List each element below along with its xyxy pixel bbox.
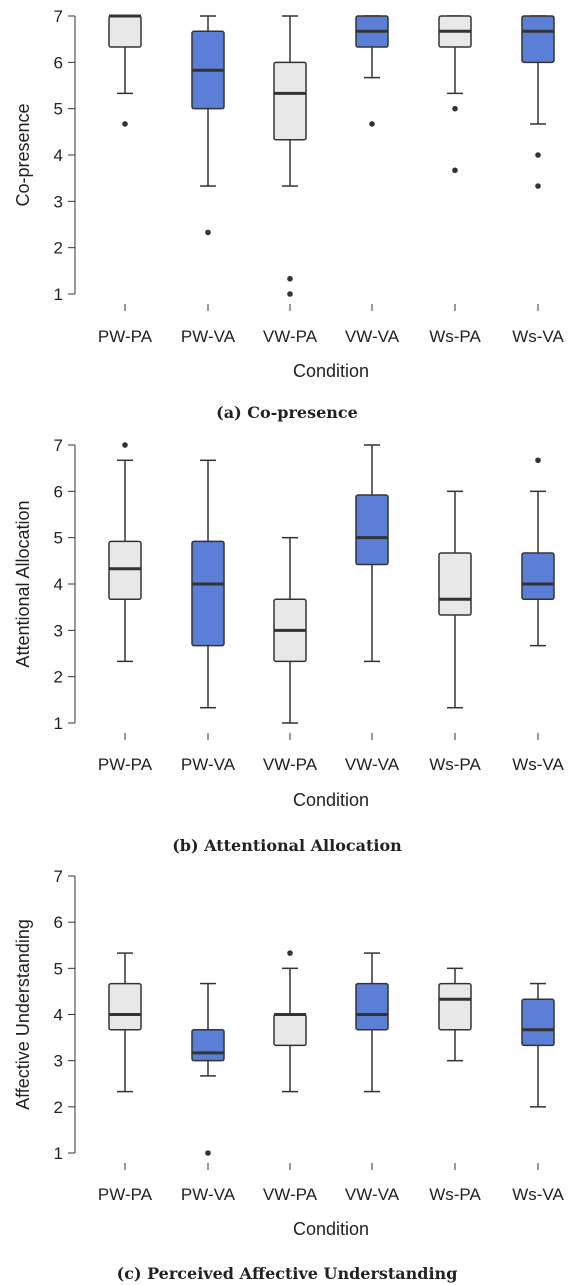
x-tick-label: Ws-VA — [512, 755, 564, 774]
box-ws-va: Ws-VA — [512, 457, 564, 774]
outlier-point — [452, 105, 458, 112]
x-tick-label: VW-PA — [263, 1185, 318, 1204]
x-tick-label: VW-PA — [263, 755, 318, 774]
x-axis-label: Condition — [293, 790, 369, 810]
box-pw-pa: PW-PA — [98, 952, 153, 1204]
box-pw-pa: PW-PA — [98, 14, 153, 346]
box-iqr — [438, 552, 472, 616]
y-tick-label: 3 — [54, 621, 63, 640]
y-axis-label: Co-presence — [13, 103, 33, 206]
box-iqr — [521, 15, 555, 64]
box-pw-va: PW-VA — [181, 459, 236, 774]
y-tick-label: 5 — [54, 100, 63, 119]
box-vw-va: VW-VA — [345, 15, 400, 346]
y-tick-label: 2 — [54, 668, 63, 687]
outlier-point — [369, 121, 375, 127]
outlier-point — [122, 442, 128, 448]
box-ws-va: Ws-VA — [512, 982, 564, 1204]
box-iqr — [191, 1028, 225, 1062]
box-iqr — [521, 998, 555, 1047]
outlier-point — [287, 291, 293, 297]
outlier-point — [535, 152, 541, 158]
figure-caption: (a) Co-presence — [216, 403, 358, 422]
y-tick-label: 6 — [54, 913, 63, 932]
x-tick-label: PW-VA — [181, 1185, 236, 1204]
y-tick-label: 6 — [54, 482, 63, 501]
box-iqr — [438, 982, 472, 1031]
x-tick-label: Ws-VA — [512, 1185, 564, 1204]
y-tick-label: 1 — [54, 714, 63, 733]
y-tick-label: 4 — [54, 575, 63, 594]
outlier-point — [452, 167, 458, 174]
x-axis-label: Condition — [293, 1219, 369, 1239]
x-tick-label: VW-VA — [345, 327, 400, 346]
y-axis-label: Affective Understanding — [13, 919, 33, 1110]
box-iqr — [355, 982, 389, 1031]
x-tick-label: Ws-VA — [512, 327, 564, 346]
x-tick-label: PW-PA — [98, 755, 153, 774]
box-vw-pa: VW-PA — [263, 15, 318, 346]
outlier-point — [535, 183, 541, 189]
y-tick-label: 7 — [54, 436, 63, 455]
x-tick-label: PW-PA — [98, 327, 153, 346]
y-tick-label: 6 — [54, 53, 63, 72]
box-iqr — [521, 552, 555, 601]
box-ws-pa: Ws-PA — [429, 490, 481, 774]
y-tick-label: 7 — [54, 7, 63, 26]
x-tick-label: Ws-PA — [429, 755, 481, 774]
x-tick-label: VW-VA — [345, 1185, 400, 1204]
y-tick-label: 2 — [54, 239, 63, 258]
box-vw-va: VW-VA — [345, 952, 400, 1204]
y-tick-label: 2 — [54, 1098, 63, 1117]
y-tick-label: 5 — [54, 529, 63, 548]
x-tick-label: VW-PA — [263, 327, 318, 346]
box-vw-pa: VW-PA — [263, 950, 318, 1204]
y-tick-label: 3 — [54, 192, 63, 211]
x-tick-label: PW-VA — [181, 327, 236, 346]
x-tick-label: VW-VA — [345, 755, 400, 774]
box-iqr — [273, 1013, 307, 1047]
outlier-point — [205, 1150, 211, 1156]
x-tick-label: Ws-PA — [429, 1185, 481, 1204]
box-iqr — [273, 61, 307, 141]
x-tick-label: Ws-PA — [429, 327, 481, 346]
y-axis-label: Attentional Allocation — [13, 500, 33, 667]
outlier-point — [535, 457, 541, 464]
box-pw-va: PW-VA — [181, 15, 236, 346]
figure-caption: (b) Attentional Allocation — [172, 836, 402, 855]
y-tick-label: 3 — [54, 1052, 63, 1071]
box-vw-pa: VW-PA — [263, 536, 318, 774]
y-tick-label: 1 — [54, 1144, 63, 1163]
y-tick-label: 1 — [54, 285, 63, 304]
y-tick-label: 7 — [54, 867, 63, 886]
box-ws-pa: Ws-PA — [429, 967, 481, 1204]
x-tick-label: PW-PA — [98, 1185, 153, 1204]
y-tick-label: 4 — [54, 1006, 63, 1025]
y-tick-label: 4 — [54, 146, 63, 165]
y-tick-label: 5 — [54, 959, 63, 978]
outlier-point — [205, 229, 211, 236]
box-iqr — [108, 15, 142, 48]
box-iqr — [108, 540, 142, 601]
outlier-point — [287, 950, 293, 956]
figure-caption: (c) Perceived Affective Understanding — [117, 1264, 458, 1283]
chart-panel-2: 1 2 3 4 5 6 7 Attentional Allocation PW-PA PW-VA V… — [13, 436, 564, 855]
outlier-point — [122, 121, 128, 127]
chart-panel-1: 1 2 3 4 5 6 7 Co-presence PW-PA PW-VA VW-PA VW-VA Ws… — [13, 7, 564, 422]
box-pw-va: PW-VA — [181, 982, 236, 1204]
box-ws-pa: Ws-PA — [429, 15, 481, 346]
box-iqr — [191, 540, 225, 647]
box-pw-pa: PW-PA — [98, 442, 153, 774]
box-iqr — [108, 982, 142, 1031]
outlier-point — [287, 275, 293, 282]
x-axis-label: Condition — [293, 361, 369, 381]
box-iqr — [355, 494, 389, 566]
box-ws-va: Ws-VA — [512, 15, 564, 346]
chart-panel-3: 1 2 3 4 5 6 7 Affective Understanding PW-PA PW-VA… — [13, 867, 564, 1283]
box-vw-va: VW-VA — [345, 444, 400, 774]
x-tick-label: PW-VA — [181, 755, 236, 774]
